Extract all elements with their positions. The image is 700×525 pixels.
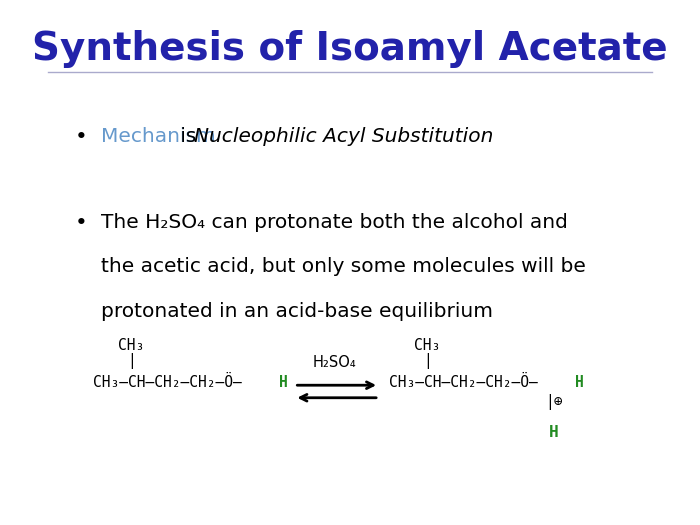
Text: H: H: [549, 425, 559, 440]
Text: the acetic acid, but only some molecules will be: the acetic acid, but only some molecules…: [101, 257, 585, 276]
Text: H: H: [279, 375, 288, 391]
Text: |⊕: |⊕: [545, 394, 563, 411]
Text: •: •: [75, 213, 88, 233]
Text: CH₃: CH₃: [118, 338, 144, 353]
Text: Mechanism: Mechanism: [101, 127, 216, 146]
Text: H₂SO₄: H₂SO₄: [313, 354, 357, 370]
Text: Nucleophilic Acyl Substitution: Nucleophilic Acyl Substitution: [193, 127, 493, 146]
Text: The H₂SO₄ can protonate both the alcohol and: The H₂SO₄ can protonate both the alcohol…: [101, 213, 568, 232]
Text: CH₃–CH–CH₂–CH₂–Ö–: CH₃–CH–CH₂–CH₂–Ö–: [93, 375, 242, 391]
Text: CH₃–CH–CH₂–CH₂–Ö–: CH₃–CH–CH₂–CH₂–Ö–: [389, 375, 538, 391]
Text: |: |: [423, 352, 432, 369]
Text: |: |: [127, 352, 136, 369]
Text: Synthesis of Isoamyl Acetate: Synthesis of Isoamyl Acetate: [32, 30, 668, 68]
Text: •: •: [75, 127, 88, 146]
Text: CH₃: CH₃: [414, 338, 440, 353]
Text: is: is: [174, 127, 202, 146]
Text: protonated in an acid-base equilibrium: protonated in an acid-base equilibrium: [101, 302, 493, 321]
Text: H: H: [575, 375, 584, 391]
